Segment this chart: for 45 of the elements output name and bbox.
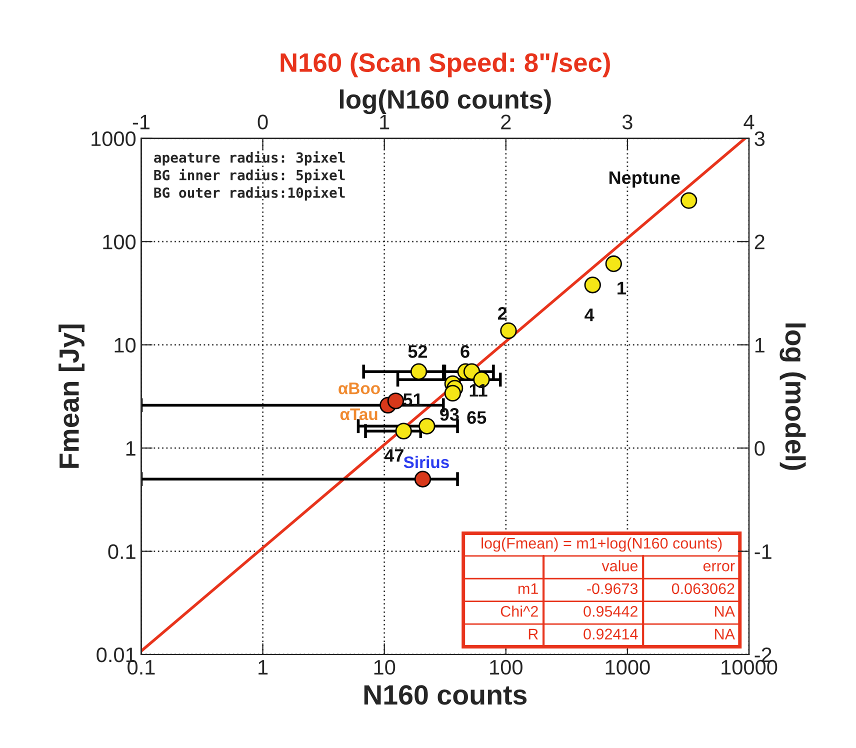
annotation: 47 bbox=[384, 449, 404, 462]
x-tick-label: 10000 bbox=[722, 660, 778, 675]
y-tick-label: 100 bbox=[103, 234, 136, 250]
x2-tick-label: 0 bbox=[258, 114, 268, 130]
annotation: log(Fmean) = m1+log(N160 counts) bbox=[482, 537, 722, 552]
y-axis-title: Fmean [Jy] bbox=[58, 324, 84, 468]
text: m1 -0.9673 0.063062 bbox=[518, 583, 734, 594]
y2-tick-label: 1 bbox=[755, 338, 764, 352]
x2-axis-title: log(N160 counts) bbox=[340, 89, 551, 114]
annotation: αTau bbox=[340, 408, 378, 420]
annotation: 2 bbox=[498, 306, 507, 320]
x2-tick-label: 3 bbox=[622, 114, 632, 130]
text: R 0.92414 NA bbox=[528, 628, 735, 640]
x2-tick-label: 1 bbox=[380, 114, 390, 130]
annotation: 1 bbox=[618, 282, 626, 294]
x-tick-label: 1 bbox=[258, 660, 268, 674]
x-axis-title: N160 counts bbox=[364, 685, 527, 705]
annotation: 52 bbox=[408, 345, 428, 358]
y2-tick-label: 2 bbox=[754, 234, 764, 250]
x-tick-label: 1000 bbox=[606, 660, 650, 675]
series-label: αBoo bbox=[338, 382, 380, 394]
series-label: Sirius bbox=[404, 456, 449, 468]
y2-tick-label: 0 bbox=[754, 441, 765, 456]
annotation: Neptune bbox=[610, 171, 680, 188]
y-tick-label: 1000 bbox=[92, 131, 136, 146]
x2-tick-label: 4 bbox=[744, 114, 754, 130]
text: value error bbox=[602, 560, 735, 572]
text: Chi^2 0.95442 NA bbox=[500, 606, 735, 617]
y-tick-label: 1 bbox=[126, 441, 136, 456]
annotation: 4 bbox=[584, 308, 594, 322]
annotation: 11 bbox=[470, 384, 488, 397]
chart-title: N160 (Scan Speed: 8"/sec) bbox=[280, 52, 610, 78]
annotation: apeature radius: 3pixel BG inner radius: 5pixel BG outer radius:10pixel bbox=[154, 151, 345, 201]
annotation: 93 bbox=[440, 408, 459, 421]
y-tick-label: 10 bbox=[114, 338, 136, 353]
y2-axis-title: log (model) bbox=[780, 324, 806, 470]
annotation: 6 bbox=[460, 345, 470, 358]
y-tick-label: 0.1 bbox=[108, 544, 136, 560]
x2-tick-label: 2 bbox=[501, 114, 511, 130]
x-tick-label: 100 bbox=[490, 660, 522, 675]
annotation: 65 bbox=[467, 411, 486, 424]
y2-tick-label: -1 bbox=[754, 544, 772, 559]
x2-tick-label: -1 bbox=[132, 114, 150, 130]
y2-tick-label: 3 bbox=[754, 131, 765, 146]
x-tick-label: 10 bbox=[374, 660, 396, 675]
